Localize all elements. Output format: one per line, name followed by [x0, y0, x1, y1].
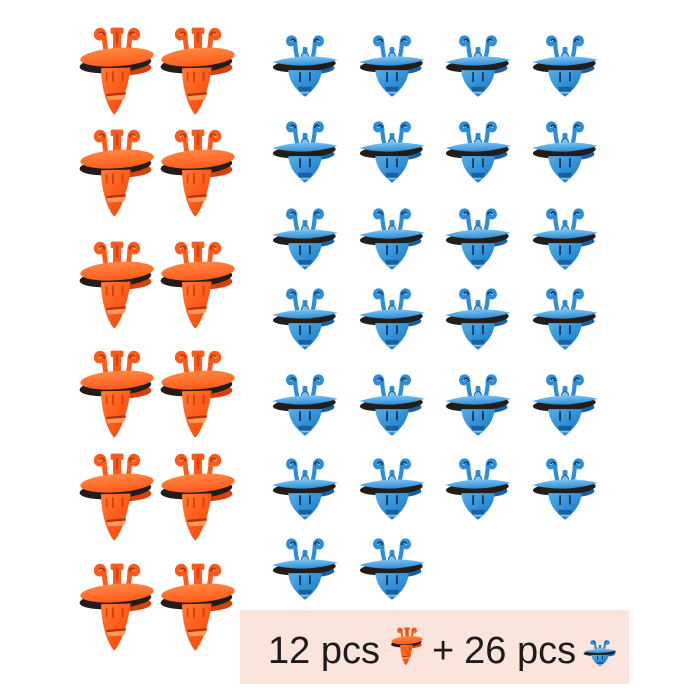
blue-trim-clip [443, 281, 513, 354]
blue-trim-clip [357, 531, 427, 604]
blue-trim-clip [530, 201, 600, 274]
blue-trim-clip [357, 281, 427, 354]
plus-sign: + [431, 630, 455, 672]
blue-trim-clip [530, 367, 600, 440]
blue-trim-clip [357, 114, 427, 187]
orange-trim-clip [158, 448, 238, 547]
orange-trim-clip [77, 345, 157, 444]
orange-clip-icon [390, 625, 424, 668]
blue-trim-clip [357, 451, 427, 524]
blue-trim-clip [270, 367, 340, 440]
blue-trim-clip [270, 281, 340, 354]
blue-trim-clip [270, 114, 340, 187]
quantity-label: 12 pcs + 26 pcs [240, 610, 629, 684]
orange-trim-clip [77, 124, 157, 223]
blue-clip-icon [582, 637, 618, 668]
blue-trim-clip [270, 28, 340, 101]
orange-trim-clip [158, 22, 238, 121]
blue-trim-clip [357, 367, 427, 440]
orange-trim-clip [77, 22, 157, 121]
blue-trim-clip [530, 28, 600, 101]
blue-trim-clip [443, 201, 513, 274]
orange-trim-clip [77, 558, 157, 657]
orange-trim-clip [77, 236, 157, 335]
blue-trim-clip [443, 451, 513, 524]
blue-trim-clip [443, 114, 513, 187]
orange-trim-clip [77, 448, 157, 547]
blue-trim-clip [270, 451, 340, 524]
blue-count-text: 26 pcs [464, 630, 577, 672]
blue-trim-clip [443, 367, 513, 440]
orange-count-text: 12 pcs [268, 630, 380, 672]
blue-trim-clip [270, 531, 340, 604]
orange-trim-clip [158, 558, 238, 657]
blue-trim-clip [530, 281, 600, 354]
blue-trim-clip [443, 28, 513, 101]
blue-trim-clip [530, 451, 600, 524]
orange-trim-clip [158, 236, 238, 335]
orange-trim-clip [158, 345, 238, 444]
blue-trim-clip [270, 201, 340, 274]
blue-trim-clip [357, 28, 427, 101]
blue-trim-clip [530, 114, 600, 187]
blue-trim-clip [357, 201, 427, 274]
orange-trim-clip [158, 124, 238, 223]
